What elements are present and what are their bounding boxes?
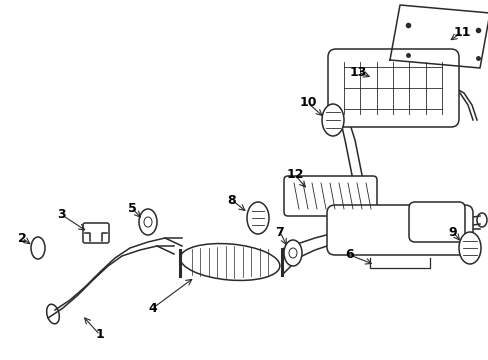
Text: 12: 12 xyxy=(285,168,303,181)
Text: 9: 9 xyxy=(448,225,456,238)
Text: 5: 5 xyxy=(127,202,136,215)
Text: 3: 3 xyxy=(58,208,66,221)
Text: 8: 8 xyxy=(227,194,236,207)
FancyBboxPatch shape xyxy=(326,205,472,255)
FancyBboxPatch shape xyxy=(83,223,109,243)
Ellipse shape xyxy=(139,209,157,235)
Ellipse shape xyxy=(321,104,343,136)
Ellipse shape xyxy=(284,240,302,266)
FancyBboxPatch shape xyxy=(408,202,464,242)
Ellipse shape xyxy=(180,244,279,280)
FancyBboxPatch shape xyxy=(284,176,376,216)
Ellipse shape xyxy=(246,202,268,234)
Text: 1: 1 xyxy=(96,328,104,342)
Text: 6: 6 xyxy=(345,248,354,261)
Text: 4: 4 xyxy=(148,302,157,315)
Text: 2: 2 xyxy=(18,231,26,244)
Text: 11: 11 xyxy=(452,26,470,39)
Text: 10: 10 xyxy=(299,96,316,109)
Text: 7: 7 xyxy=(275,225,284,238)
FancyBboxPatch shape xyxy=(327,49,458,127)
Text: 13: 13 xyxy=(348,66,366,78)
Ellipse shape xyxy=(458,232,480,264)
